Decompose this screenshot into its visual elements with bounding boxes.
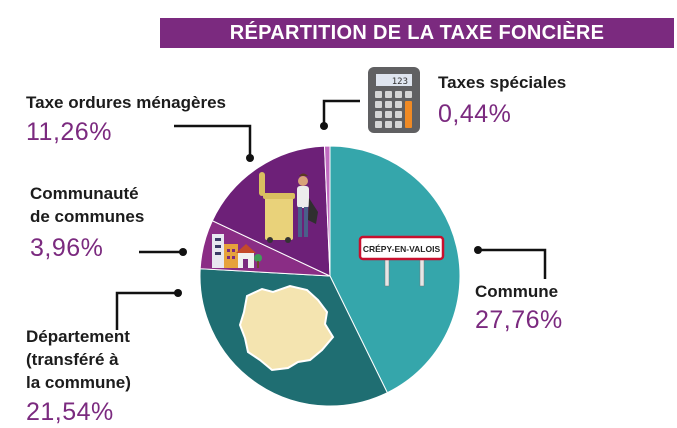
pie-slice-commune bbox=[329, 145, 461, 394]
value-communaute: 3,96% bbox=[30, 234, 104, 262]
town-sign-icon: CRÉPY-EN-VALOIS bbox=[358, 235, 445, 287]
label-departement-1: Département bbox=[26, 327, 130, 346]
label-communaute-2: de communes bbox=[30, 207, 145, 226]
label-speciales: Taxes spéciales bbox=[438, 73, 567, 92]
value-departement: 21,54% bbox=[26, 398, 114, 426]
chart-title: RÉPARTITION DE LA TAXE FONCIÈRE bbox=[160, 18, 674, 48]
buildings-icon bbox=[212, 234, 262, 268]
label-departement-3: la commune) bbox=[26, 373, 131, 392]
label-departement-2: (transféré à bbox=[26, 350, 119, 369]
callout-lines bbox=[115, 99, 547, 330]
label-commune: Commune bbox=[475, 282, 559, 301]
value-speciales: 0,44% bbox=[438, 100, 512, 128]
value-ordures: 11,26% bbox=[26, 118, 112, 146]
calculator-display: 123 bbox=[392, 77, 408, 87]
callout-dots bbox=[174, 122, 482, 297]
garbage-collector-icon bbox=[259, 172, 318, 243]
calculator-icon: 123 bbox=[368, 67, 420, 133]
department-map-icon bbox=[238, 284, 335, 372]
label-ordures: Taxe ordures ménagères bbox=[26, 93, 226, 112]
label-communaute-1: Communauté bbox=[30, 184, 139, 203]
town-sign-text: CRÉPY-EN-VALOIS bbox=[363, 244, 441, 254]
pie-slice-speciales bbox=[323, 145, 331, 277]
value-commune: 27,76% bbox=[475, 306, 563, 334]
